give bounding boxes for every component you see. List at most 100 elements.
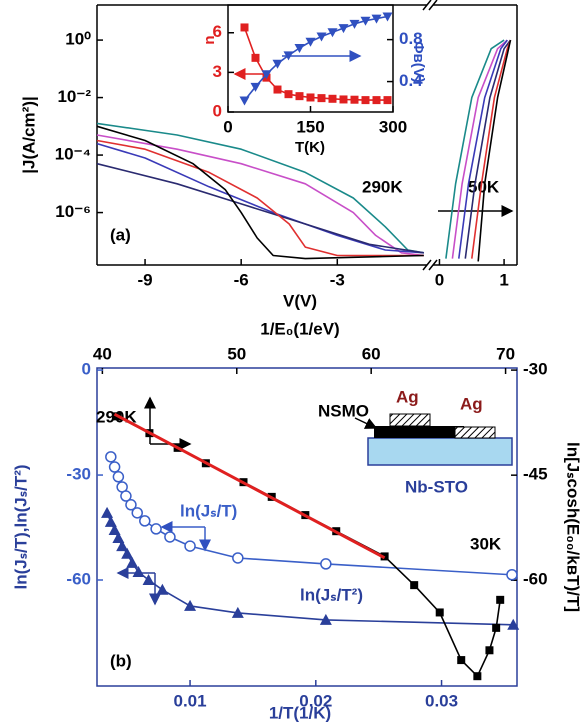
- marker: [112, 471, 125, 483]
- marker: [120, 490, 132, 502]
- y2-tick-label: -30: [523, 360, 548, 379]
- marker: [121, 547, 134, 559]
- marker: [108, 461, 121, 473]
- series-line: [113, 412, 386, 560]
- marker: [372, 96, 381, 105]
- y-tick-label: 0: [213, 101, 222, 120]
- panel-label: (b): [110, 651, 132, 670]
- marker: [410, 581, 419, 590]
- marker: [104, 515, 117, 527]
- x-tick-label: 1: [499, 270, 508, 289]
- nsmo-layer: [374, 426, 464, 438]
- x-tick-label: 300: [379, 117, 407, 136]
- annotation: ln(Jₛ/T²): [300, 585, 363, 604]
- annotation: Ag: [396, 387, 419, 406]
- marker: [506, 569, 518, 581]
- series-line: [110, 456, 513, 576]
- marker: [339, 95, 348, 104]
- marker: [383, 96, 392, 105]
- x-tick-label: 0.03: [425, 691, 458, 710]
- y-tick-label: 10⁻²: [57, 87, 91, 106]
- y-axis-label: n: [201, 35, 218, 44]
- substrate: [367, 437, 513, 466]
- x-tick-label: -3: [330, 270, 345, 289]
- marker: [317, 94, 326, 103]
- marker: [485, 646, 494, 655]
- arrow: [354, 417, 378, 429]
- x-tick-label: 150: [296, 117, 324, 136]
- x2-tick-label: 50: [227, 344, 246, 363]
- x2-tick-label: 60: [362, 344, 381, 363]
- marker: [112, 532, 125, 544]
- marker: [232, 552, 244, 564]
- marker: [184, 599, 197, 611]
- panel-b: 1/E₀(1/eV) 1/T(1/K) ln(Jₛ/T),ln(Jₛ/T²) l…: [11, 319, 582, 722]
- series-line: [243, 15, 388, 102]
- axis-frame: [96, 367, 518, 687]
- marker: [272, 59, 283, 69]
- panel-a-inset: n Φʙ(V) T(K) 0 150 300 0 3 6 0.4 0.8: [201, 4, 427, 156]
- marker: [283, 51, 294, 61]
- marker: [101, 506, 114, 518]
- marker: [492, 623, 501, 632]
- series-line: [96, 39, 512, 259]
- marker: [457, 656, 466, 665]
- x2-tick-label: 40: [93, 344, 112, 363]
- marker: [338, 24, 349, 34]
- marker: [125, 499, 137, 511]
- marker: [126, 556, 139, 568]
- marker: [306, 93, 315, 102]
- y-tick-label: 3: [213, 62, 222, 81]
- series-line: [96, 39, 512, 262]
- marker: [239, 96, 250, 106]
- series-line: [96, 39, 508, 259]
- y2-axis-label: Φʙ(V): [410, 41, 427, 83]
- marker: [105, 451, 117, 463]
- x-tick-label: 0.02: [299, 691, 332, 710]
- marker: [164, 531, 176, 543]
- x-tick-label: 0: [223, 117, 232, 136]
- annotation: Ag: [460, 394, 483, 413]
- x-tick-label: -6: [234, 270, 249, 289]
- marker: [295, 92, 304, 101]
- x-tick-label: 0.01: [174, 691, 207, 710]
- marker: [320, 558, 332, 570]
- marker: [305, 37, 316, 47]
- ag-contact: [389, 413, 431, 427]
- x-axis-label: T(K): [295, 139, 325, 156]
- marker: [361, 96, 370, 105]
- marker: [328, 94, 337, 103]
- panel-label: (a): [110, 225, 131, 244]
- marker: [496, 595, 505, 604]
- marker: [116, 540, 129, 552]
- marker: [139, 515, 151, 527]
- y-axis-label: |J(A/cm²)|: [19, 96, 38, 174]
- annotation: ln(Jₛ/T): [180, 501, 237, 520]
- marker: [150, 523, 162, 535]
- y-tick-label: 0: [82, 360, 91, 379]
- marker: [240, 23, 249, 32]
- marker: [108, 523, 121, 535]
- y-tick-label: 6: [213, 22, 222, 41]
- annotation: Nb-STO: [405, 477, 468, 496]
- y-tick-label: 10⁻⁶: [55, 202, 91, 221]
- marker: [132, 565, 145, 577]
- y2-tick-label: 0.4: [399, 71, 423, 90]
- x-axis-label: 1/T(1/K): [269, 703, 331, 722]
- series-line: [96, 39, 505, 259]
- marker: [261, 70, 272, 80]
- marker: [284, 90, 293, 99]
- y-tick-label: 10⁰: [65, 30, 91, 49]
- x2-axis-label: 1/E₀(1/eV): [260, 319, 339, 338]
- marker: [316, 32, 327, 42]
- y2-tick-label: 0.8: [399, 29, 423, 48]
- y2-tick-label: -60: [523, 570, 548, 589]
- marker: [382, 12, 393, 22]
- marker: [473, 672, 482, 681]
- marker: [294, 44, 305, 54]
- axis-break: [422, 0, 438, 271]
- marker: [360, 16, 371, 26]
- annotation: 290K: [362, 177, 403, 196]
- x2-tick-label: 70: [496, 344, 515, 363]
- marker: [371, 14, 382, 24]
